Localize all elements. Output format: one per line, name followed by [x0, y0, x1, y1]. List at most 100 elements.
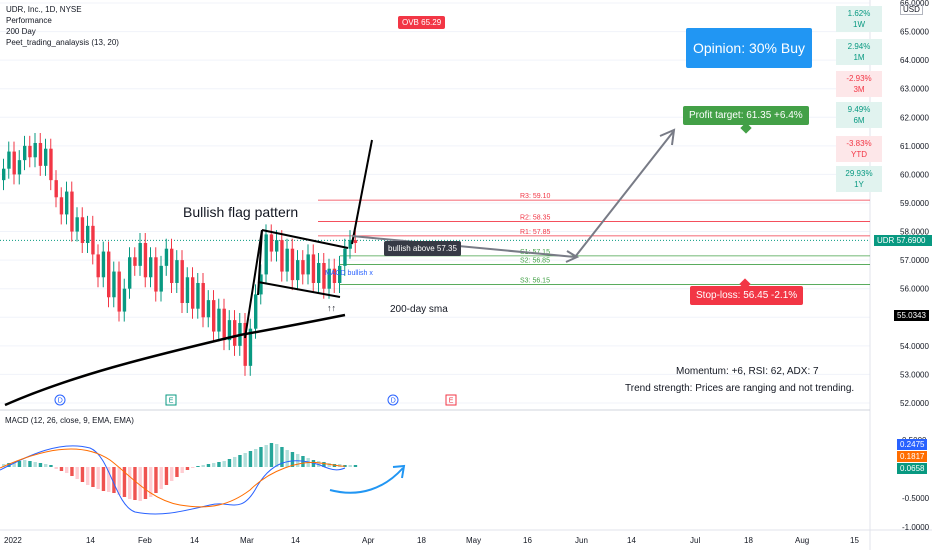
price-tick-label: 65.0000	[900, 28, 929, 37]
candle-body	[54, 180, 58, 198]
macd-histogram	[2, 443, 358, 501]
time-tick-label: 14	[190, 536, 199, 545]
macd-bar	[80, 467, 85, 482]
price-tick-label: 54.0000	[900, 342, 929, 351]
macd-bar	[259, 447, 263, 467]
profit-target-callout: Profit target: 61.35 +6.4%	[683, 106, 809, 125]
pattern-label: Bullish flag pattern	[183, 204, 299, 220]
perf-1m: 2.94% 1M	[836, 39, 882, 65]
macd-bar	[23, 460, 27, 467]
candle-body	[348, 240, 352, 249]
histogram-tag: 0.0658	[897, 463, 928, 474]
event-marker-label: E	[169, 398, 174, 405]
macd-bar	[248, 451, 253, 467]
macd-bar	[191, 467, 195, 468]
time-tick-label: 14	[86, 536, 95, 545]
macd-bar	[117, 467, 121, 495]
price-tick-label: 58.0000	[900, 228, 929, 237]
macd-bar	[222, 461, 226, 467]
macd-bar	[75, 467, 79, 479]
candle-body	[217, 308, 221, 332]
candle-body	[285, 248, 289, 272]
candle-body	[343, 248, 347, 266]
price-tick-label: 60.0000	[900, 170, 929, 179]
event-marker-label: D	[391, 398, 396, 405]
time-tick-label: Apr	[362, 536, 375, 545]
macd-bar	[353, 465, 358, 467]
price-tick-label: 59.0000	[900, 199, 929, 208]
candle-body	[222, 308, 226, 341]
candle-body	[49, 148, 53, 181]
pivot-level-label: S3: 56.15	[520, 277, 550, 284]
macd-arrowhead	[392, 464, 406, 479]
candle-body	[112, 271, 116, 298]
stop-loss-callout: Stop-loss: 56.45 -2.1%	[690, 286, 804, 305]
candle-body	[254, 294, 258, 329]
time-tick-label: Jul	[690, 536, 700, 545]
candle-body	[65, 191, 69, 215]
time-tick-label: Aug	[795, 536, 809, 545]
candle-body	[264, 234, 268, 275]
macd-bullish-label: MACD bullish x	[325, 270, 373, 277]
indicator-performance[interactable]: Performance	[6, 16, 52, 25]
grid	[0, 2, 870, 404]
macd-bar	[154, 467, 158, 493]
candle-body	[101, 251, 106, 278]
macd-bar	[227, 459, 232, 467]
candle-body	[59, 197, 64, 215]
candle-body	[233, 320, 237, 346]
macd-line	[0, 445, 346, 515]
macd-bar	[201, 465, 205, 467]
candle-body	[306, 254, 310, 275]
time-tick-label: Jun	[575, 536, 588, 545]
candle-body	[248, 328, 253, 366]
price-tick-label: 62.0000	[900, 113, 929, 122]
sma-price-tag: 55.0343	[894, 310, 929, 321]
event-marker-label: D	[58, 398, 63, 405]
macd-bar	[212, 463, 216, 467]
time-tick-label: 18	[744, 536, 753, 545]
macd-tick-label: -1.0000	[902, 523, 930, 532]
macd-bar	[285, 450, 289, 467]
candle-body	[75, 217, 79, 232]
time-tick-label: 18	[417, 536, 426, 545]
candle-body	[196, 282, 200, 309]
candle-body	[269, 234, 274, 252]
time-tick-label: May	[466, 536, 481, 545]
macd-bar	[149, 467, 153, 497]
macd-bar	[65, 467, 69, 473]
indicator-peet[interactable]: Peet_trading_analaysis (13, 20)	[6, 38, 119, 47]
macd-bar	[86, 467, 90, 485]
arrows-marker: ↑↑	[327, 303, 336, 313]
macd-bar	[290, 452, 295, 467]
sma-200-line	[4, 313, 346, 407]
candle-body	[28, 145, 32, 158]
currency-label[interactable]: USD	[900, 4, 923, 15]
candle-body	[201, 282, 205, 318]
macd-tick-label: -0.5000	[902, 494, 930, 503]
macd-pane-label[interactable]: MACD (12, 26, close, 9, EMA, EMA)	[5, 416, 134, 425]
time-tick-label: 15	[850, 536, 859, 545]
macd-bar	[138, 467, 142, 501]
macd-bar	[159, 467, 163, 489]
candle-body	[185, 277, 190, 303]
price-tick-label: 64.0000	[900, 56, 929, 65]
indicator-200-day[interactable]: 200 Day	[6, 27, 36, 36]
macd-bar	[128, 467, 132, 499]
earnings-marker	[445, 394, 457, 406]
candle-body	[107, 251, 111, 298]
macd-bar	[38, 463, 43, 467]
macd-bar	[101, 467, 106, 491]
candle-body	[23, 145, 27, 161]
candle-body	[332, 268, 337, 283]
candle-body	[128, 257, 132, 289]
price-tick-label: 57.0000	[900, 256, 929, 265]
candle-body	[338, 265, 342, 283]
macd-bar	[91, 467, 95, 487]
candle-body	[180, 260, 184, 303]
candle-body	[212, 300, 216, 332]
perf-6m: 9.49% 6M	[836, 102, 882, 128]
macd-bar	[206, 464, 211, 467]
signal-tag: 0.1817	[897, 451, 928, 462]
time-tick-label: 2022	[4, 536, 22, 545]
